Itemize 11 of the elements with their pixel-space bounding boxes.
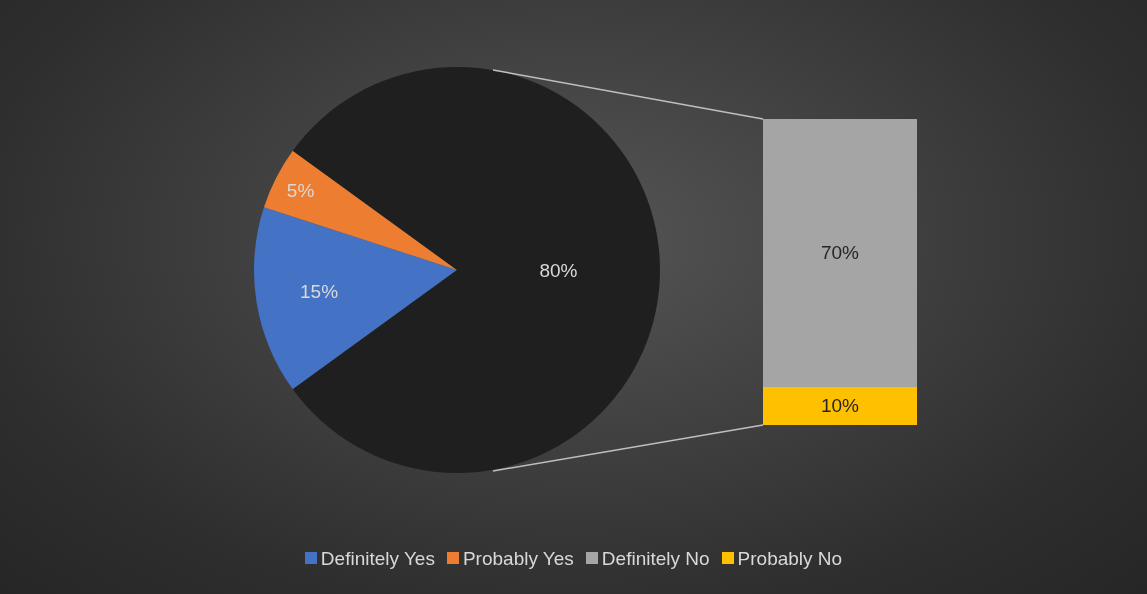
legend-label: Definitely Yes bbox=[320, 548, 435, 569]
data-label: 10% bbox=[820, 395, 860, 417]
legend-label: Probably No bbox=[737, 548, 843, 569]
legend-label: Definitely No bbox=[601, 548, 710, 569]
data-label: 80% bbox=[539, 259, 578, 281]
legend-label: Probably Yes bbox=[462, 548, 574, 569]
data-label: 15% bbox=[300, 281, 339, 303]
data-label: 70% bbox=[820, 242, 860, 264]
pie-slice bbox=[263, 150, 457, 270]
pie-slice bbox=[254, 207, 457, 390]
data-label: 5% bbox=[286, 179, 315, 201]
